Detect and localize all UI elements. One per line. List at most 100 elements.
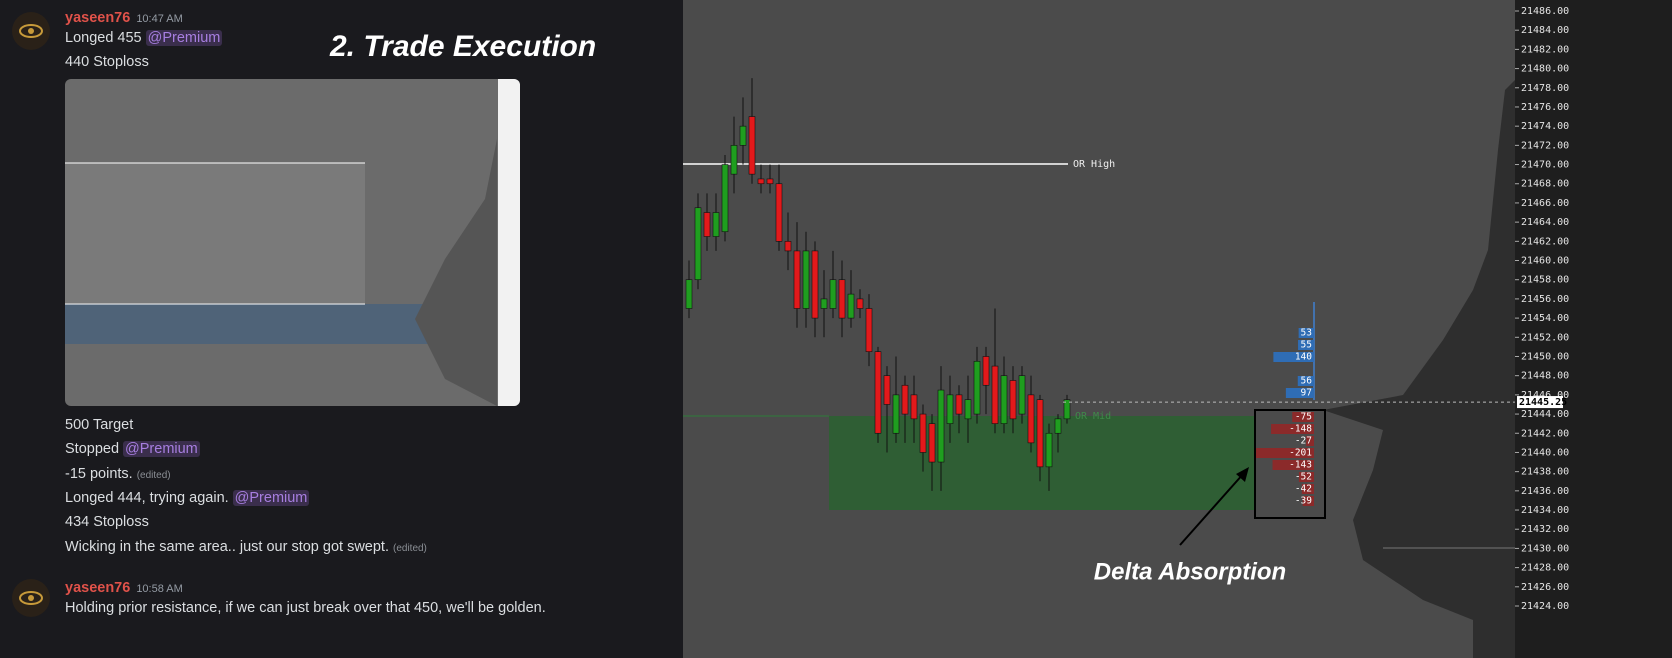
delta-bar	[1298, 328, 1314, 338]
text: 434 Stoploss	[65, 514, 149, 530]
candle-body	[1045, 432, 1053, 468]
or-mid-label: OR Mid	[1075, 411, 1111, 422]
message-line: Longed 444, trying again. @Premium	[65, 488, 310, 508]
candle-body	[991, 365, 999, 424]
candle-body	[793, 250, 801, 309]
y-tick-label: 21428.00	[1521, 563, 1569, 574]
candle-body	[703, 212, 711, 237]
message-line: Holding prior resistance, if we can just…	[65, 598, 546, 618]
volume-profile	[1323, 80, 1515, 658]
candle-body	[1009, 380, 1017, 420]
y-tick-label: 21454.00	[1521, 313, 1569, 324]
current-price-label: 21445.25	[1519, 397, 1567, 408]
delta-bar	[1292, 412, 1314, 422]
chat-panel: yaseen76 10:47 AM Longed 455 @Premium 440 …	[0, 0, 683, 658]
candle-body	[1063, 399, 1071, 420]
message-line: 440 Stoploss	[65, 52, 149, 72]
candle-body	[964, 399, 972, 420]
message-line: 434 Stoploss	[65, 512, 149, 532]
y-tick-label: 21470.00	[1521, 160, 1569, 171]
y-tick-label: 21432.00	[1521, 524, 1569, 535]
y-tick-label: 21434.00	[1521, 505, 1569, 516]
arrow	[1179, 472, 1245, 546]
delta-label: -39	[1295, 496, 1312, 507]
message-line: Wicking in the same area.. just our stop…	[65, 537, 427, 559]
y-tick-label: 21430.00	[1521, 543, 1569, 554]
y-tick-label: 21468.00	[1521, 179, 1569, 190]
candle-body	[856, 298, 864, 309]
text: Longed 455	[65, 30, 142, 46]
message-line: -15 points. (edited)	[65, 464, 171, 486]
avatar-icon	[19, 591, 43, 605]
or-high-label: OR High	[1073, 159, 1115, 170]
message-header: yaseen76 10:47 AM	[65, 8, 183, 29]
price-axis	[1515, 0, 1672, 658]
text: 500 Target	[65, 417, 134, 433]
delta-bar	[1302, 496, 1314, 506]
y-tick-label: 21474.00	[1521, 121, 1569, 132]
avatar[interactable]	[12, 12, 50, 50]
mention[interactable]: @Premium	[232, 490, 310, 506]
candle-body	[892, 394, 900, 434]
author[interactable]: yaseen76	[65, 580, 131, 596]
y-tick-label: 21460.00	[1521, 256, 1569, 267]
edited-tag: (edited)	[136, 470, 171, 481]
candle-body	[802, 250, 810, 309]
candle-body	[1036, 399, 1044, 468]
delta-bar	[1301, 484, 1314, 494]
timestamp: 10:47 AM	[136, 13, 183, 25]
mention[interactable]: @Premium	[145, 30, 223, 46]
candle-body	[829, 279, 837, 309]
timestamp: 10:58 AM	[136, 583, 183, 595]
highlight-box	[1254, 409, 1326, 519]
y-tick-label: 21482.00	[1521, 44, 1569, 55]
image-attachment[interactable]	[65, 79, 520, 406]
author[interactable]: yaseen76	[65, 10, 131, 26]
candle-body	[847, 293, 855, 319]
arrow-head	[1236, 467, 1249, 482]
candle-body	[1000, 375, 1008, 424]
candle-body	[928, 423, 936, 463]
axis-ticks: 21486.00 21484.00 21482.00 21480.00 21478.00…	[1515, 6, 1569, 612]
y-tick-label: 21458.00	[1521, 275, 1569, 286]
candle-body	[955, 394, 963, 415]
text: Stopped	[65, 441, 120, 457]
candle-body	[973, 360, 981, 415]
y-tick-label: 21450.00	[1521, 351, 1569, 362]
y-tick-label: 21476.00	[1521, 102, 1569, 113]
delta-bar	[1298, 472, 1314, 482]
text: -15 points.	[65, 466, 133, 482]
candle-body	[757, 178, 765, 185]
y-tick-label: 21440.00	[1521, 447, 1569, 458]
delta-label: 55	[1301, 340, 1312, 351]
avatar[interactable]	[12, 579, 50, 617]
delta-label: -148	[1289, 424, 1312, 435]
delta-bar	[1273, 352, 1314, 362]
message-header: yaseen76 10:58 AM	[65, 578, 183, 599]
candle-body	[901, 384, 909, 415]
candle-body	[1018, 375, 1026, 415]
text: 440 Stoploss	[65, 54, 149, 70]
y-tick-label: 21472.00	[1521, 140, 1569, 151]
candle-body	[739, 125, 747, 146]
y-tick-label: 21462.00	[1521, 236, 1569, 247]
overlay-title: 2. Trade Execution	[330, 30, 597, 63]
y-tick-label: 21452.00	[1521, 332, 1569, 343]
candle-body	[865, 308, 873, 352]
candle-body	[811, 250, 819, 319]
message-line: Longed 455 @Premium	[65, 28, 223, 48]
candle-body	[1054, 418, 1062, 434]
mention[interactable]: @Premium	[123, 441, 200, 457]
y-tick-label: 21438.00	[1521, 467, 1569, 478]
candle-body	[721, 164, 729, 233]
candle-body	[766, 178, 774, 185]
y-tick-label: 21448.00	[1521, 371, 1569, 382]
delta-label: -27	[1295, 436, 1312, 447]
y-tick-label: 21426.00	[1521, 582, 1569, 593]
candle-body	[685, 279, 693, 309]
candle-body	[883, 375, 891, 405]
delta-label: 97	[1301, 388, 1312, 399]
y-tick-label: 21436.00	[1521, 486, 1569, 497]
